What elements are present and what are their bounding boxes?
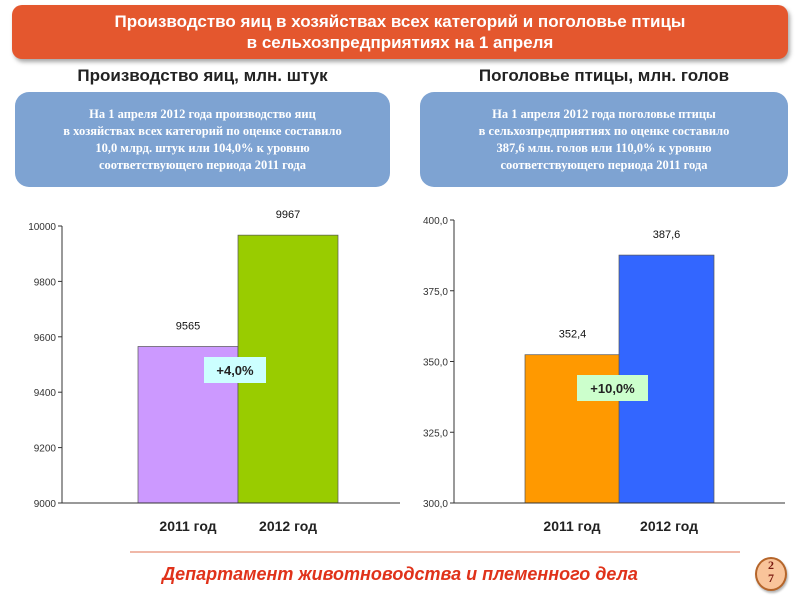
poultry-chart: 352,4 387,6 300,0 325,0 350,0 375,0 400,0 +10,0…	[423, 216, 785, 510]
right-category-2012: 2012 год	[640, 518, 698, 534]
y-tick-label: 9000	[34, 499, 57, 510]
y-tick-label: 10000	[28, 222, 56, 233]
growth-annotation-box	[577, 375, 648, 401]
eggs-chart: 9565 9967 9000 9200 9400 9600 9800 10000 +4,0%	[28, 209, 400, 510]
y-tick-label: 300,0	[423, 499, 448, 510]
left-category-2011: 2011 год	[159, 518, 217, 534]
y-tick-label: 9200	[34, 444, 57, 455]
page-number-bottom: 7	[768, 571, 774, 585]
info-line: На 1 апреля 2012 года поголовье птицы	[492, 106, 716, 121]
y-tick-label: 400,0	[423, 216, 448, 227]
y-tick-label: 9400	[34, 388, 57, 399]
left-subtitle: Производство яиц, млн. штук	[77, 66, 328, 85]
title-line-2: в сельхозпредприятиях на 1 апреля	[246, 33, 554, 52]
info-line: в хозяйствах всех категорий по оценке со…	[63, 123, 342, 138]
footer-divider	[130, 551, 740, 553]
left-info-box: На 1 апреля 2012 года производство яиц в…	[15, 92, 390, 187]
title-line-1: Производство яиц в хозяйствах всех катег…	[114, 12, 686, 31]
y-tick-label: 325,0	[423, 428, 448, 439]
left-category-2012: 2012 год	[259, 518, 317, 534]
title-banner: Производство яиц в хозяйствах всех катег…	[12, 5, 788, 59]
growth-annotation: +10,0%	[590, 381, 635, 396]
y-tick-label: 9600	[34, 333, 57, 344]
data-label: 9565	[176, 320, 200, 332]
y-tick-label: 9800	[34, 277, 57, 288]
right-info-box: На 1 апреля 2012 года поголовье птицы в …	[420, 92, 788, 187]
page-number-badge: 2 7	[755, 557, 787, 591]
info-line: в сельхозпредприятиях по оценке составил…	[478, 123, 730, 138]
data-label: 387,6	[653, 229, 681, 241]
growth-annotation: +4,0%	[216, 363, 254, 378]
info-line: соответствующего периода 2011 года	[500, 157, 708, 172]
info-line: На 1 апреля 2012 года производство яиц	[89, 106, 316, 121]
footer-text: Департамент животноводства и племенного …	[162, 564, 638, 584]
y-tick-label: 350,0	[423, 358, 448, 369]
page-number-top: 2	[768, 558, 774, 572]
right-subtitle: Поголовье птицы, млн. голов	[478, 66, 730, 85]
data-label: 9967	[276, 209, 300, 221]
info-line: соответствующего периода 2011 года	[98, 157, 307, 172]
y-tick-label: 375,0	[423, 287, 448, 298]
growth-annotation-box	[204, 357, 266, 383]
data-label: 352,4	[559, 329, 587, 341]
info-line: 10,0 млрд. штук или 104,0% к уровню	[95, 140, 310, 155]
info-line: 387,6 млн. голов или 110,0% к уровню	[496, 140, 712, 155]
right-category-2011: 2011 год	[543, 518, 601, 534]
